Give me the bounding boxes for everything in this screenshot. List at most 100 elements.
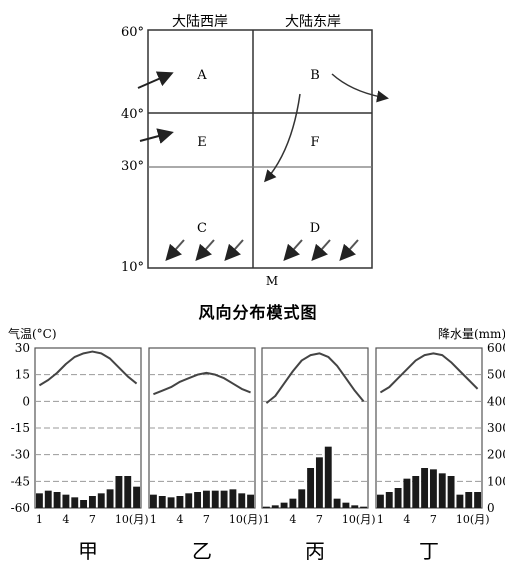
zone-label-d: D bbox=[310, 221, 320, 236]
precipitation-tick-label: 400 bbox=[487, 394, 505, 408]
latitude-label-10: 10° bbox=[121, 260, 144, 275]
precipitation-bar bbox=[247, 494, 255, 508]
precipitation-tick-label: 0 bbox=[487, 501, 495, 515]
temperature-tick-label: -45 bbox=[11, 474, 30, 488]
precipitation-bar bbox=[158, 496, 166, 508]
wind-arrow-b bbox=[331, 73, 389, 103]
precipitation-bar bbox=[133, 486, 141, 508]
climate-panel: 1 4 7 10(月) 甲 bbox=[34, 347, 149, 563]
precipitation-bar bbox=[238, 493, 246, 508]
month-tick-label: 4 bbox=[176, 513, 183, 526]
precipitation-bar bbox=[421, 468, 429, 508]
precipitation-tick-label: 300 bbox=[487, 421, 505, 435]
zone-label-c: C bbox=[197, 221, 207, 236]
zone-label-a: A bbox=[196, 68, 207, 83]
month-tick-label: 1 bbox=[150, 513, 157, 526]
precipitation-bar bbox=[289, 498, 297, 508]
precipitation-bar bbox=[211, 490, 219, 508]
panel-name-label: 丙 bbox=[305, 539, 325, 563]
wind-arrow-a bbox=[137, 71, 174, 89]
climate-panel: 1 4 7 10(月) 乙 bbox=[148, 347, 263, 563]
precipitation-bar bbox=[44, 490, 52, 508]
temperature-tick-label: 30 bbox=[15, 341, 30, 355]
trade-wind-arrows-d bbox=[283, 239, 359, 261]
month-tick-label: 7 bbox=[430, 513, 437, 526]
precipitation-bar bbox=[429, 469, 437, 508]
month-tick-label: 7 bbox=[89, 513, 96, 526]
precipitation-bar bbox=[474, 492, 482, 508]
month-tick-label: 1 bbox=[36, 513, 43, 526]
temperature-tick-label: -15 bbox=[11, 421, 30, 435]
wind-arrow-d1 bbox=[283, 239, 303, 261]
temperature-curve bbox=[379, 352, 479, 394]
month-tick-label: 4 bbox=[62, 513, 69, 526]
precipitation-bar bbox=[53, 492, 61, 508]
wind-arrow-c3 bbox=[224, 239, 244, 261]
column-header-west: 大陆西岸 bbox=[172, 14, 228, 30]
precipitation-bar bbox=[385, 492, 393, 508]
precipitation-bar bbox=[456, 494, 464, 508]
wind-arrow-c2 bbox=[195, 239, 215, 261]
month-tick-label: 7 bbox=[203, 513, 210, 526]
precipitation-bar bbox=[271, 505, 279, 508]
map-caption: 风向分布模式图 bbox=[198, 303, 317, 322]
precipitation-bar bbox=[80, 500, 88, 508]
precipitation-bar bbox=[97, 493, 105, 508]
precipitation-bar bbox=[88, 496, 96, 508]
wind-arrow-f bbox=[264, 93, 301, 183]
month-tick-label: 10(月) bbox=[342, 513, 376, 526]
precipitation-bar bbox=[333, 498, 341, 508]
temperature-curve bbox=[153, 371, 251, 396]
month-tick-label: 4 bbox=[403, 513, 410, 526]
month-tick-label: 4 bbox=[289, 513, 296, 526]
climate-panel: 1 4 7 10(月) 丙 bbox=[261, 347, 376, 563]
bottom-label-m: M bbox=[266, 274, 278, 288]
precipitation-bar bbox=[220, 490, 228, 508]
temperature-axis: 30 15 0 -15 -30 -45 -60 bbox=[11, 341, 30, 515]
latitude-label-30: 30° bbox=[121, 159, 144, 174]
month-tick-label: 1 bbox=[377, 513, 384, 526]
precipitation-bar bbox=[342, 502, 350, 508]
precipitation-bar bbox=[465, 492, 473, 508]
panel-name-label: 丁 bbox=[419, 539, 439, 563]
right-axis-title: 降水量(mm) bbox=[438, 327, 505, 341]
temperature-tick-label: -60 bbox=[11, 501, 30, 515]
zone-label-f: F bbox=[310, 135, 319, 150]
temperature-tick-label: -30 bbox=[11, 448, 30, 462]
precipitation-bar bbox=[315, 457, 323, 508]
precipitation-bar bbox=[324, 446, 332, 508]
temperature-curve bbox=[265, 352, 365, 404]
temperature-curve bbox=[38, 350, 138, 387]
precipitation-axis: 600 500 400 300 200 100 0 bbox=[487, 341, 505, 515]
precipitation-bar bbox=[394, 488, 402, 508]
latitude-label-60: 60° bbox=[121, 25, 144, 40]
precipitation-bar bbox=[202, 490, 210, 508]
temperature-tick-label: 0 bbox=[22, 394, 30, 408]
precipitation-bar bbox=[124, 476, 132, 508]
precipitation-bar bbox=[62, 494, 70, 508]
latitude-label-40: 40° bbox=[121, 107, 144, 122]
precipitation-bar bbox=[194, 492, 202, 508]
precipitation-bar bbox=[35, 493, 43, 508]
precipitation-bar bbox=[115, 476, 123, 508]
wind-arrow-d3 bbox=[339, 239, 359, 261]
precipitation-bar bbox=[298, 489, 306, 508]
panel-name-label: 乙 bbox=[192, 539, 212, 563]
wind-arrow-e bbox=[139, 128, 174, 144]
precipitation-bar bbox=[185, 493, 193, 508]
precipitation-bar bbox=[360, 506, 368, 508]
panel-name-label: 甲 bbox=[78, 539, 98, 563]
precipitation-bar bbox=[307, 468, 315, 508]
precipitation-bar bbox=[262, 506, 270, 508]
month-tick-label: 1 bbox=[263, 513, 270, 526]
column-header-east: 大陆东岸 bbox=[285, 14, 341, 30]
precipitation-bar bbox=[376, 494, 384, 508]
wind-arrow-d2 bbox=[311, 239, 331, 261]
precipitation-bar bbox=[412, 476, 420, 508]
precipitation-tick-label: 200 bbox=[487, 448, 505, 462]
precipitation-bar bbox=[106, 489, 114, 508]
precipitation-bar bbox=[176, 496, 184, 508]
precipitation-bar bbox=[71, 497, 79, 508]
month-tick-label: 10(月) bbox=[456, 513, 490, 526]
